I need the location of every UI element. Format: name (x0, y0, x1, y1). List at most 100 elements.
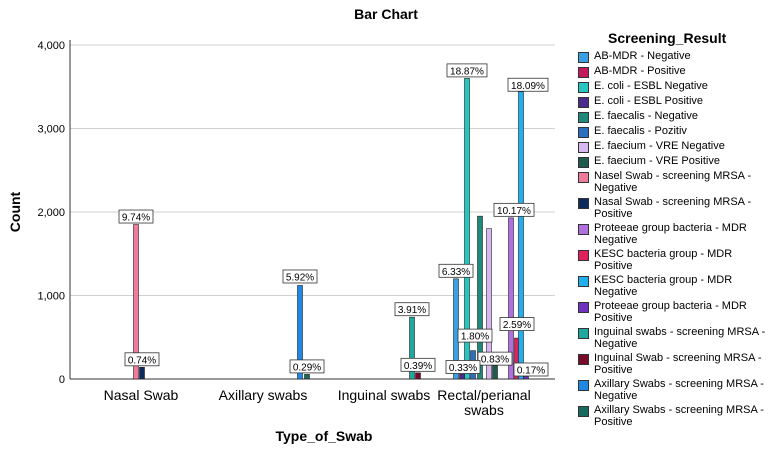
data-label: 1.80% (461, 332, 489, 343)
legend-swatch (578, 97, 589, 108)
y-tick-label: 3,000 (37, 124, 65, 136)
legend-item: Nasel Swab - screening MRSA - Negative (578, 170, 768, 194)
legend-swatch (578, 198, 589, 209)
legend-label: E. coli - ESBL Negative (594, 80, 708, 92)
legend-swatch (578, 172, 589, 183)
data-label-box (457, 328, 493, 343)
legend-label: Axillary Swabs - screening MRSA - Negati… (594, 378, 764, 402)
bar (477, 215, 483, 380)
legend-item: Inguinal swabs - screening MRSA - Negati… (578, 326, 768, 350)
bar (518, 91, 524, 380)
data-label: 0.17% (517, 365, 545, 376)
legend-item: KESC bacteria group - MDR Negative (578, 274, 768, 298)
legend-item: E. coli - ESBL Negative (578, 80, 768, 93)
legend-swatch (578, 82, 589, 93)
legend-swatch (578, 302, 589, 313)
legend-item: KESC bacteria group - MDR Positive (578, 248, 768, 272)
legend-label: KESC bacteria group - MDR Positive (594, 248, 733, 272)
data-label: 5.92% (286, 272, 314, 283)
legend-label: E. faecalis - Pozitiv (594, 125, 687, 137)
legend-swatch (578, 52, 589, 63)
data-label-box (394, 302, 430, 317)
bar (486, 228, 492, 380)
legend-item: Inguinal Swab - screening MRSA - Positiv… (578, 352, 768, 376)
legend-label: Proteeae group bacteria - MDR Negative (594, 222, 747, 246)
x-tick-label-line: swabs (464, 402, 504, 418)
legend-item: E. faecium - VRE Positive (578, 155, 768, 168)
legend-swatch (578, 406, 589, 417)
legend-label: E. faecium - VRE Negative (594, 140, 725, 152)
legend-label: AB-MDR - Negative (594, 50, 691, 62)
bar (133, 224, 139, 380)
y-tick-label: 4,000 (37, 40, 65, 52)
data-label: 0.74% (128, 355, 156, 366)
data-label-box (446, 63, 488, 78)
legend-label: Nasal Swab - screening MRSA - Positive (594, 196, 752, 220)
data-label-box (507, 77, 549, 92)
legend-label: Inguinal Swab - screening MRSA - Positiv… (594, 352, 762, 376)
bar (464, 78, 470, 380)
data-label-box (513, 362, 549, 377)
data-label: 9.74% (122, 213, 150, 224)
bar (415, 372, 421, 380)
legend-item: AB-MDR - Negative (578, 50, 768, 63)
legend-swatch (578, 328, 589, 339)
legend-swatch (578, 380, 589, 391)
data-label-box (493, 202, 535, 217)
y-tick-label: 0 (59, 374, 65, 386)
legend-item: Nasal Swab - screening MRSA - Positive (578, 196, 768, 220)
chart-title: Bar Chart (354, 6, 418, 22)
data-label: 0.33% (449, 363, 477, 374)
legend-item: Axillary Swabs - screening MRSA - Positi… (578, 404, 768, 428)
x-tick-label: Axillary swabs (219, 387, 308, 403)
x-tick-label-line: Nasal Swab (104, 387, 179, 403)
x-tick-label-line: Axillary swabs (219, 387, 308, 403)
legend-item: Proteeae group bacteria - MDR Negative (578, 222, 768, 246)
legend-label: E. faecalis - Negative (594, 110, 698, 122)
legend-label: Proteeae group bacteria - MDR Positive (594, 300, 747, 324)
data-label-box (282, 269, 318, 284)
data-label-box (124, 352, 160, 367)
x-axis-title: Type_of_Swab (276, 428, 373, 444)
data-label-box (118, 209, 154, 224)
x-tick-label-line: Rectal/perianal (437, 387, 530, 403)
data-label-box (499, 317, 535, 331)
y-tick-label: 2,000 (37, 207, 65, 219)
x-tick-label: Rectal/perianal swabs (437, 387, 530, 418)
data-label: 0.39% (404, 361, 432, 372)
legend-item: E. coli - ESBL Positive (578, 95, 768, 108)
legend-item: Proteeae group bacteria - MDR Positive (578, 300, 768, 324)
legend-label: Inguinal swabs - screening MRSA - Negati… (594, 326, 766, 350)
data-label-box (438, 263, 474, 278)
data-label: 18.09% (511, 81, 545, 92)
data-label: 6.33% (442, 267, 470, 278)
legend-swatch (578, 354, 589, 365)
data-label-box (400, 357, 436, 372)
legend-swatch (578, 127, 589, 138)
bar (409, 316, 415, 380)
data-label: 0.83% (481, 355, 509, 366)
data-label-box (445, 360, 481, 374)
y-axis-title: Count (7, 191, 23, 232)
data-label: 3.91% (398, 305, 426, 316)
legend-label: AB-MDR - Positive (594, 65, 686, 77)
legend-swatch (578, 67, 589, 78)
legend-item: E. faecium - VRE Negative (578, 140, 768, 153)
bar (523, 376, 529, 380)
data-label-box (289, 359, 325, 374)
legend-swatch (578, 112, 589, 123)
data-label: 2.59% (503, 320, 531, 331)
y-tick-label: 1,000 (37, 291, 65, 303)
data-label: 10.17% (497, 206, 531, 217)
legend-label: E. coli - ESBL Positive (594, 95, 704, 107)
data-label-box (477, 351, 513, 366)
legend-swatch (578, 224, 589, 235)
bar (139, 367, 145, 380)
legend-label: Axillary Swabs - screening MRSA - Positi… (594, 404, 764, 428)
legend-label: Nasel Swab - screening MRSA - Negative (594, 170, 752, 194)
x-tick-label-line: Inguinal swabs (338, 387, 431, 403)
legend-item: E. faecalis - Pozitiv (578, 125, 768, 138)
bar (304, 374, 310, 380)
legend-swatch (578, 157, 589, 168)
